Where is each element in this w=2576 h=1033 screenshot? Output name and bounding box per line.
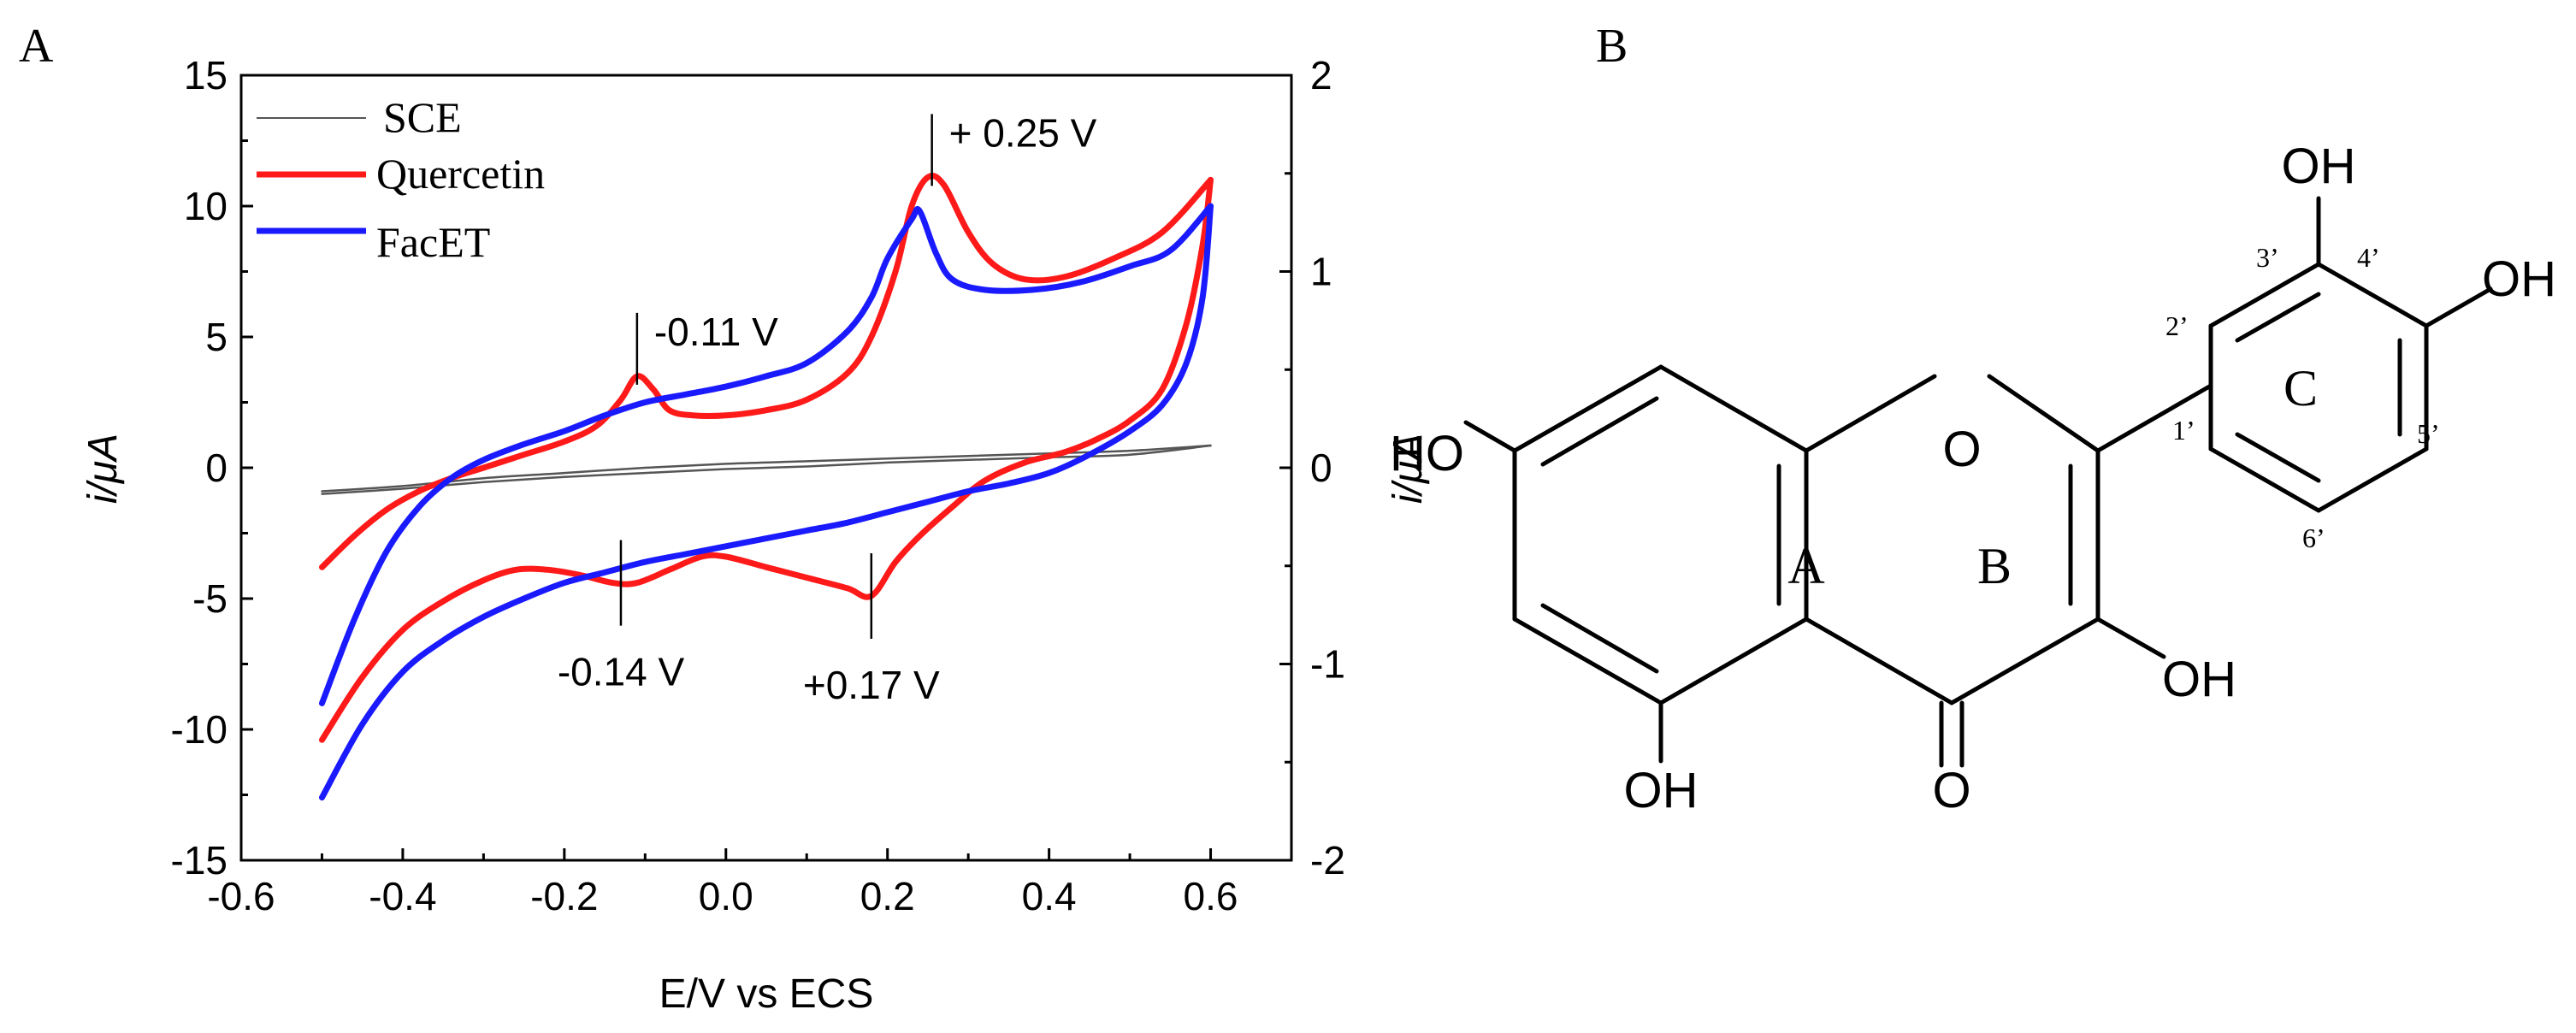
y-axis-right-title: i/μA: [1385, 434, 1431, 504]
series-facet-reverse: [319, 203, 1214, 801]
x-tick-label: 0.2: [860, 874, 915, 918]
annotation-layer: + 0.25 V -0.11 V -0.14 V +0.17 V: [558, 110, 1097, 707]
bond-double-inner: [1540, 396, 1659, 467]
y-left-tick-label: 10: [184, 184, 227, 228]
y-right-tick-label: -2: [1310, 838, 1345, 882]
atom-label-oh-bottom-right: OH: [2162, 652, 2236, 707]
bond: [1658, 617, 1809, 705]
y-axis-right-ticks: 2 1 0 -1 -2: [1279, 53, 1345, 882]
y-right-tick-label: 1: [1310, 250, 1332, 294]
atom-label-oh-bottom-left: OH: [1624, 763, 1699, 818]
position-label-5: 5’: [2417, 418, 2440, 449]
bond-double-inner: [2235, 432, 2321, 483]
annotation-label: -0.11 V: [654, 310, 778, 354]
y-axis-left-title: i/μA: [80, 434, 126, 504]
molecule-bonds: [1463, 196, 2493, 768]
y-left-tick-label: 0: [205, 446, 227, 490]
atom-label-ho-left: HO: [1390, 426, 1464, 481]
quercetin-structure: OH OH HO O OH OH O A B C 2’ 3’ 4’ 1’ 5’ …: [1390, 139, 2556, 818]
x-tick-label: 0.0: [699, 874, 753, 918]
bond: [2424, 286, 2493, 328]
bond: [2208, 262, 2321, 328]
position-label-3: 3’: [2256, 242, 2279, 273]
legend: SCE Quercetin FacET: [257, 93, 545, 266]
bond: [2095, 617, 2166, 659]
series-facet-forward: [319, 203, 1214, 706]
annotation-label: +0.17 V: [803, 663, 940, 707]
bond: [1804, 617, 1954, 705]
bond-double-inner: [1540, 603, 1659, 674]
cv-chart: -0.6 -0.4 -0.2 0.0 0.2 0.4 0.6 151050-5-10-15 …: [80, 53, 1431, 1017]
annotation-label: -0.14 V: [558, 650, 685, 694]
panel-a-label: A: [19, 20, 54, 73]
bond: [1512, 617, 1663, 705]
ring-label-b: B: [1977, 538, 2012, 594]
legend-label-facet: FacET: [376, 218, 490, 266]
position-label-6: 6’: [2302, 522, 2325, 553]
atom-label-ring-oxygen: O: [1942, 422, 1981, 477]
bond-double-inner: [2235, 292, 2321, 343]
series-quercetin-forward: [319, 173, 1214, 570]
bond: [1658, 364, 1809, 453]
position-label-2: 2’: [2165, 310, 2189, 341]
bond: [2095, 383, 2213, 453]
y-left-tick-label: -5: [192, 576, 227, 621]
y-right-tick-label: -1: [1310, 642, 1345, 687]
y-right-tick-label: 2: [1310, 53, 1332, 97]
bond: [1512, 364, 1663, 453]
series-quercetin-reverse: [319, 176, 1214, 743]
x-tick-label: 0.6: [1184, 874, 1238, 918]
bond: [2316, 262, 2429, 328]
y-left-tick-label: 15: [184, 53, 227, 97]
panel-b-label: B: [1596, 20, 1628, 73]
position-label-4: 4’: [2357, 242, 2380, 273]
x-tick-label: -0.6: [207, 874, 275, 918]
legend-label-sce: SCE: [383, 93, 462, 141]
atom-label-carbonyl-oxygen: O: [1932, 763, 1970, 818]
series-layer: [319, 173, 1214, 801]
bond: [2208, 446, 2321, 513]
x-axis-ticks: -0.6 -0.4 -0.2 0.0 0.2 0.4 0.6: [207, 848, 1238, 918]
y-left-tick-label: -15: [171, 838, 227, 882]
y-left-tick-label: 5: [205, 315, 227, 359]
position-label-1: 1’: [2172, 415, 2195, 446]
x-tick-label: -0.2: [530, 874, 598, 918]
bond: [1949, 617, 2100, 705]
y-right-tick-label: 0: [1310, 446, 1332, 490]
bond: [1987, 374, 2100, 453]
x-axis-title: E/V vs ECS: [659, 971, 874, 1017]
bond: [1463, 420, 1517, 453]
x-tick-label: -0.4: [369, 874, 436, 918]
legend-label-quercetin: Quercetin: [376, 150, 545, 198]
ring-label-a: A: [1787, 538, 1824, 594]
atom-label-oh-top: OH: [2282, 139, 2356, 194]
bond: [1804, 374, 1937, 453]
x-tick-label: 0.4: [1022, 874, 1077, 918]
y-axis-left-ticks: 15 10 5 0 -5 -10 -15: [171, 53, 253, 882]
annotation-label: + 0.25 V: [949, 110, 1097, 155]
bond: [2316, 446, 2429, 513]
ring-label-c: C: [2284, 360, 2318, 416]
atom-label-oh-right: OH: [2482, 251, 2556, 307]
y-left-tick-label: -10: [171, 707, 227, 752]
